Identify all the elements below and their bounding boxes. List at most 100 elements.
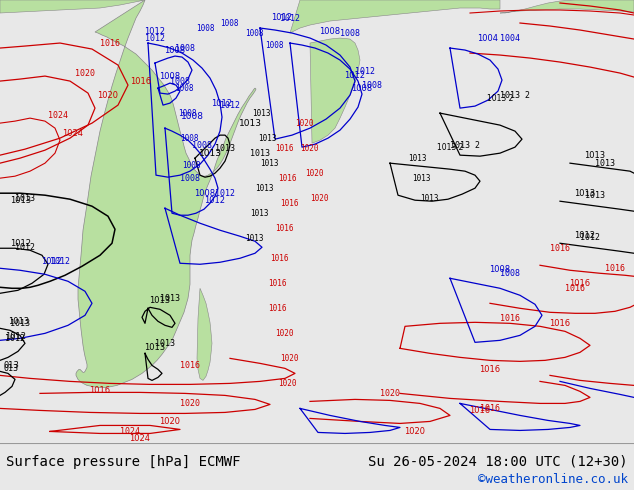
Text: 1012: 1012 <box>10 239 31 248</box>
Text: 1013: 1013 <box>8 317 29 326</box>
Text: 1016: 1016 <box>280 199 299 208</box>
Text: 1013: 1013 <box>595 159 615 168</box>
Text: 1016: 1016 <box>278 173 297 183</box>
Text: 1024: 1024 <box>48 111 68 120</box>
Text: 1008: 1008 <box>180 134 198 143</box>
Text: 1016: 1016 <box>479 365 501 374</box>
Polygon shape <box>197 288 212 380</box>
Text: 1016: 1016 <box>550 319 571 328</box>
Text: 1012: 1012 <box>280 14 300 23</box>
Text: 1020: 1020 <box>380 389 400 398</box>
Text: 1013: 1013 <box>574 189 595 197</box>
Text: 1020: 1020 <box>404 427 425 436</box>
Text: 1020: 1020 <box>75 69 95 77</box>
Text: 1012: 1012 <box>215 189 235 197</box>
Text: 1008: 1008 <box>320 26 340 36</box>
Text: 1016: 1016 <box>180 361 200 370</box>
Text: 1012: 1012 <box>220 100 240 110</box>
Text: 1012: 1012 <box>212 98 233 108</box>
Text: 1020: 1020 <box>310 194 328 203</box>
Text: 1013: 1013 <box>215 144 235 153</box>
Text: 1004: 1004 <box>500 33 520 43</box>
Text: 1016: 1016 <box>565 284 585 293</box>
Text: 1013: 1013 <box>160 294 180 303</box>
Text: 1013: 1013 <box>258 134 276 143</box>
Text: 1008: 1008 <box>265 41 283 49</box>
Text: 1008: 1008 <box>195 189 216 197</box>
Text: 1008: 1008 <box>220 19 238 27</box>
Text: 1013: 1013 <box>412 173 430 183</box>
Text: 1020: 1020 <box>295 119 313 127</box>
Text: 1008: 1008 <box>192 141 212 149</box>
Text: 1013 2: 1013 2 <box>500 91 530 99</box>
Text: 1008: 1008 <box>164 46 186 54</box>
Text: 1016: 1016 <box>605 264 625 273</box>
Text: 1020: 1020 <box>280 354 299 363</box>
Text: 1012: 1012 <box>50 257 70 266</box>
Text: 1013 2: 1013 2 <box>487 94 513 102</box>
Polygon shape <box>0 0 145 13</box>
Text: 1013: 1013 <box>238 119 261 127</box>
Text: 1013: 1013 <box>408 154 427 163</box>
Text: 1012: 1012 <box>41 257 63 266</box>
Text: 1024: 1024 <box>120 427 140 436</box>
Text: 1016: 1016 <box>270 254 288 263</box>
Text: 1013: 1013 <box>10 196 31 205</box>
Text: 1012: 1012 <box>574 231 595 240</box>
Text: 1012: 1012 <box>344 71 365 79</box>
Text: 1008: 1008 <box>340 28 360 38</box>
Text: 1016: 1016 <box>89 386 110 395</box>
Text: 1008: 1008 <box>351 84 373 93</box>
Text: 1013: 1013 <box>250 209 269 218</box>
Text: 013: 013 <box>3 361 19 370</box>
Text: 1013: 1013 <box>585 150 605 160</box>
Text: 1020: 1020 <box>305 169 323 178</box>
Text: 1008: 1008 <box>178 109 197 118</box>
Text: 1012: 1012 <box>271 13 292 22</box>
Text: 1008: 1008 <box>181 112 204 121</box>
Text: 1013: 1013 <box>255 184 273 193</box>
Text: 1016: 1016 <box>130 76 151 86</box>
Text: 1008: 1008 <box>196 24 214 32</box>
Text: ©weatheronline.co.uk: ©weatheronline.co.uk <box>478 473 628 487</box>
Text: 1020: 1020 <box>160 417 181 426</box>
Text: Surface pressure [hPa] ECMWF: Surface pressure [hPa] ECMWF <box>6 455 240 468</box>
Text: 1013: 1013 <box>155 339 175 348</box>
Text: 1004: 1004 <box>477 33 498 43</box>
Text: 1013 2: 1013 2 <box>437 143 463 151</box>
Text: 1008: 1008 <box>489 265 510 274</box>
Text: 1012: 1012 <box>205 196 226 205</box>
Text: 1016: 1016 <box>569 279 590 288</box>
Text: 1013: 1013 <box>145 343 165 352</box>
Text: 1013 2: 1013 2 <box>450 141 480 149</box>
Text: 1013: 1013 <box>15 194 35 203</box>
Text: 1013: 1013 <box>198 148 221 158</box>
Text: 1013: 1013 <box>245 234 264 243</box>
Text: 1013: 1013 <box>260 159 278 168</box>
Polygon shape <box>500 0 634 13</box>
Text: 1024: 1024 <box>62 129 83 138</box>
Text: 1012: 1012 <box>355 67 375 75</box>
Text: 1024: 1024 <box>129 434 150 443</box>
Text: 1012: 1012 <box>580 233 600 242</box>
Text: 1013: 1013 <box>420 194 439 203</box>
Text: 013: 013 <box>3 364 18 373</box>
Text: 1020: 1020 <box>275 329 294 338</box>
Text: 1016: 1016 <box>275 144 294 153</box>
Text: 1020: 1020 <box>180 399 200 408</box>
Text: 1008: 1008 <box>170 76 190 86</box>
Text: 1016: 1016 <box>268 304 287 313</box>
Polygon shape <box>290 0 500 33</box>
Text: 1012: 1012 <box>5 334 25 343</box>
Text: 1020: 1020 <box>300 144 318 153</box>
Text: 1008: 1008 <box>500 269 520 278</box>
Text: 1013: 1013 <box>252 109 271 118</box>
Text: 1008: 1008 <box>159 72 181 80</box>
Text: 1013: 1013 <box>250 148 270 158</box>
Text: 1012: 1012 <box>145 26 165 36</box>
Text: 1008: 1008 <box>180 173 200 183</box>
Text: 1013: 1013 <box>10 319 30 328</box>
Text: 1020: 1020 <box>97 91 118 99</box>
Text: 1008: 1008 <box>362 80 382 90</box>
Text: 1013: 1013 <box>150 296 171 305</box>
